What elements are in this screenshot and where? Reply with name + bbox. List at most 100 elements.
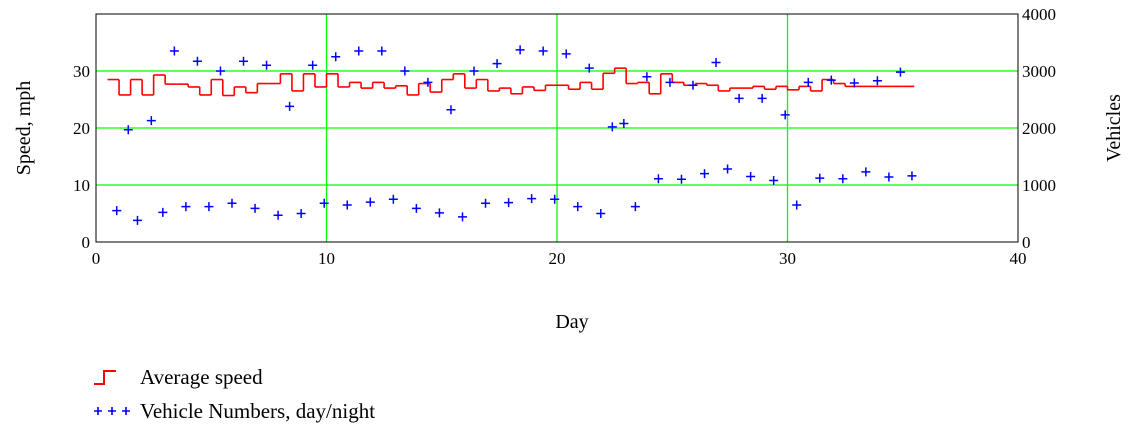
vehicle-point (308, 60, 318, 70)
vehicle-point (527, 194, 537, 204)
vehicle-point (227, 198, 237, 208)
legend-label-average-speed: Average speed (140, 364, 263, 389)
y2-tick-label: 2000 (1022, 119, 1056, 138)
vehicle-point (688, 80, 698, 90)
vehicle-point (561, 49, 571, 59)
vehicle-point (757, 93, 767, 103)
vehicle-point (550, 194, 560, 204)
vehicle-point (342, 200, 352, 210)
vehicle-point (365, 197, 375, 207)
average-speed-series (107, 67, 915, 97)
vehicle-point (296, 209, 306, 218)
x-tick-label: 40 (1010, 249, 1027, 268)
y2-tick-label: 1000 (1022, 176, 1056, 195)
grid-lines (96, 14, 1018, 242)
y-tick-label: 10 (73, 176, 90, 195)
vehicle-point (515, 45, 525, 55)
vehicle-point (596, 209, 606, 218)
vehicle-point (423, 77, 433, 87)
vehicle-point (665, 77, 675, 87)
vehicle-point (607, 122, 617, 132)
legend: Average speed Vehicle Numbers, day/night (90, 360, 375, 428)
vehicle-point (884, 172, 894, 182)
vehicle-point (630, 202, 640, 212)
vehicle-point (250, 203, 260, 213)
vehicle-point (388, 194, 398, 204)
vehicle-point (861, 167, 871, 177)
vehicle-numbers-series (112, 45, 917, 225)
y-axis-title: Speed, mph (13, 81, 35, 175)
vehicle-point (273, 210, 283, 220)
y2-tick-label: 0 (1022, 233, 1031, 252)
vehicle-point (907, 171, 917, 181)
vehicle-point (400, 66, 410, 76)
vehicle-point (723, 164, 733, 174)
y-tick-label: 0 (82, 233, 91, 252)
vehicle-point (838, 174, 848, 184)
vehicle-point (457, 212, 467, 222)
vehicle-point (734, 93, 744, 103)
y2-axis-title: Vehicles (1103, 94, 1125, 162)
x-tick-label: 0 (92, 249, 101, 268)
vehicle-point (780, 110, 790, 120)
vehicle-point (158, 207, 168, 217)
vehicle-point (746, 171, 756, 181)
vehicle-point (481, 198, 491, 208)
vehicle-point (642, 72, 652, 82)
vehicle-point (469, 66, 479, 76)
y2-tick-label: 4000 (1022, 5, 1056, 24)
vehicle-point (112, 206, 122, 216)
vehicle-point (204, 202, 214, 212)
vehicle-point (215, 66, 225, 76)
vehicle-point (803, 77, 813, 87)
vehicle-point (262, 60, 272, 70)
vehicle-point (676, 174, 686, 184)
x-tick-label: 10 (318, 249, 335, 268)
legend-item-average-speed: Average speed (90, 360, 375, 394)
x-axis-title: Day (555, 311, 588, 333)
vehicle-point (285, 101, 295, 111)
vehicle-point (132, 215, 142, 225)
vehicle-point (239, 56, 249, 66)
vehicle-point (538, 46, 548, 56)
vehicle-point (653, 174, 663, 184)
vehicle-point (434, 208, 444, 218)
legend-step-line-icon (94, 370, 116, 385)
legend-label-vehicle-numbers: Vehicle Numbers, day/night (140, 398, 376, 423)
vehicle-point (895, 67, 905, 77)
vehicle-point (192, 56, 202, 66)
plot-frame (95, 13, 1019, 243)
vehicle-point (123, 125, 133, 135)
y2-tick-label: 3000 (1022, 62, 1056, 81)
vehicle-point (181, 202, 191, 212)
vehicle-point (411, 203, 421, 213)
vehicle-point (492, 59, 502, 69)
y-tick-label: 30 (73, 62, 90, 81)
y-tick-label: 20 (73, 119, 90, 138)
vehicle-point (584, 63, 594, 73)
vehicle-point (169, 46, 179, 56)
legend-item-vehicle-numbers: Vehicle Numbers, day/night (90, 394, 375, 428)
vehicle-point (319, 198, 329, 208)
vehicle-point (446, 105, 456, 115)
vehicle-point (711, 57, 721, 67)
vehicle-point (815, 173, 825, 183)
vehicle-point (826, 75, 836, 85)
vehicle-point (769, 175, 779, 185)
vehicle-point (849, 78, 859, 88)
x-tick-label: 20 (549, 249, 566, 268)
legend-plus-markers-icon (94, 407, 130, 415)
vehicle-point (354, 46, 364, 56)
vehicle-point (146, 116, 156, 126)
vehicle-point (700, 169, 710, 179)
vehicle-point (331, 52, 341, 62)
vehicle-point (872, 76, 882, 86)
vehicle-point (619, 118, 629, 128)
vehicle-point (573, 202, 583, 212)
x-tick-label: 30 (779, 249, 796, 268)
vehicle-point (504, 198, 514, 208)
vehicle-point (792, 200, 802, 210)
vehicle-point (377, 46, 387, 56)
